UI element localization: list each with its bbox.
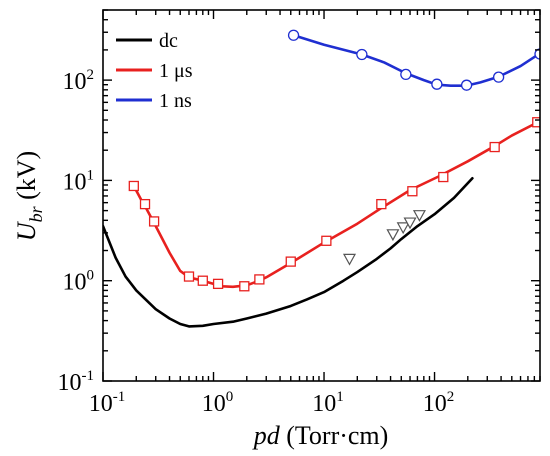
- series-line: [132, 119, 540, 289]
- data-point-circle: [534, 48, 540, 60]
- x-tick-label: 100: [202, 389, 234, 417]
- data-point-square: [407, 186, 418, 197]
- data-point-circle: [431, 78, 443, 90]
- y-tick-label: 100: [63, 268, 95, 296]
- x-axis-title-italic: pd: [252, 421, 281, 450]
- data-point-circle: [460, 79, 473, 91]
- data-point-square: [239, 281, 250, 292]
- data-point-square: [532, 117, 540, 128]
- series-3: [287, 29, 540, 91]
- y-tick-label: 10-1: [58, 368, 95, 396]
- y-axis-title-rest: (kV): [12, 151, 41, 207]
- data-point-triangle: [403, 217, 417, 230]
- data-point-square: [183, 271, 195, 282]
- data-point-square: [285, 256, 296, 267]
- data-point-circle: [356, 48, 368, 61]
- data-point-square: [197, 275, 208, 286]
- x-axis-title-rest: (Torr·cm): [280, 421, 389, 450]
- legend-label: 1 ns: [159, 90, 192, 112]
- legend-label: dc: [159, 30, 178, 52]
- x-tick-label: 102: [423, 389, 455, 417]
- series-layer: [103, 29, 540, 328]
- y-axis-title: Ubr (kV): [12, 151, 46, 241]
- legend: dc 1 μs 1 ns: [116, 30, 193, 112]
- y-axis-title-sub: br: [26, 205, 46, 222]
- x-axis-title: pd (Torr·cm): [252, 421, 389, 450]
- data-point-circle: [400, 68, 412, 81]
- data-point-square: [438, 171, 449, 183]
- data-point-triangle: [396, 222, 410, 235]
- data-point-triangle: [386, 229, 400, 242]
- legend-item-3: 1 ns: [116, 90, 192, 112]
- legend-item-2: 1 μs: [116, 60, 193, 82]
- x-tick-label: 10-1: [89, 389, 126, 417]
- data-point-triangle: [342, 253, 357, 266]
- ticks-layer: 10-1 100 101 102 10-1 100 101 102: [58, 9, 541, 417]
- data-point-square: [128, 180, 139, 192]
- data-point-square: [489, 141, 500, 153]
- legend-item-1: dc: [116, 30, 178, 52]
- series-line: [103, 176, 474, 328]
- series-1: [103, 176, 474, 328]
- y-tick-label: 102: [63, 67, 95, 95]
- series-2: [128, 117, 540, 292]
- data-point-square: [254, 274, 265, 285]
- legend-label: 1 μs: [159, 60, 193, 82]
- data-point-square: [139, 198, 151, 210]
- data-point-square: [212, 278, 224, 290]
- data-point-triangle: [412, 210, 426, 222]
- data-point-circle: [287, 29, 300, 41]
- y-tick-label: 101: [63, 167, 95, 195]
- data-point-square: [321, 235, 332, 246]
- data-point-square: [376, 198, 387, 210]
- data-point-circle: [492, 71, 505, 83]
- y-axis-title-italic: U: [12, 220, 41, 241]
- data-point-square: [148, 216, 160, 227]
- x-tick-label: 101: [312, 389, 344, 417]
